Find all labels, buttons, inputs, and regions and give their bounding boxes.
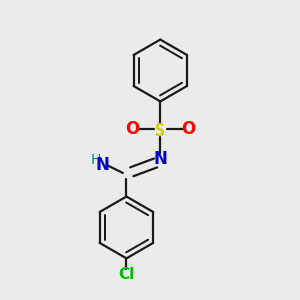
Text: N: N: [95, 156, 109, 174]
Text: H: H: [90, 153, 101, 167]
Text: Cl: Cl: [118, 267, 135, 282]
Text: O: O: [125, 120, 140, 138]
Text: O: O: [181, 120, 195, 138]
Text: S: S: [155, 122, 165, 140]
Text: N: N: [153, 150, 167, 168]
